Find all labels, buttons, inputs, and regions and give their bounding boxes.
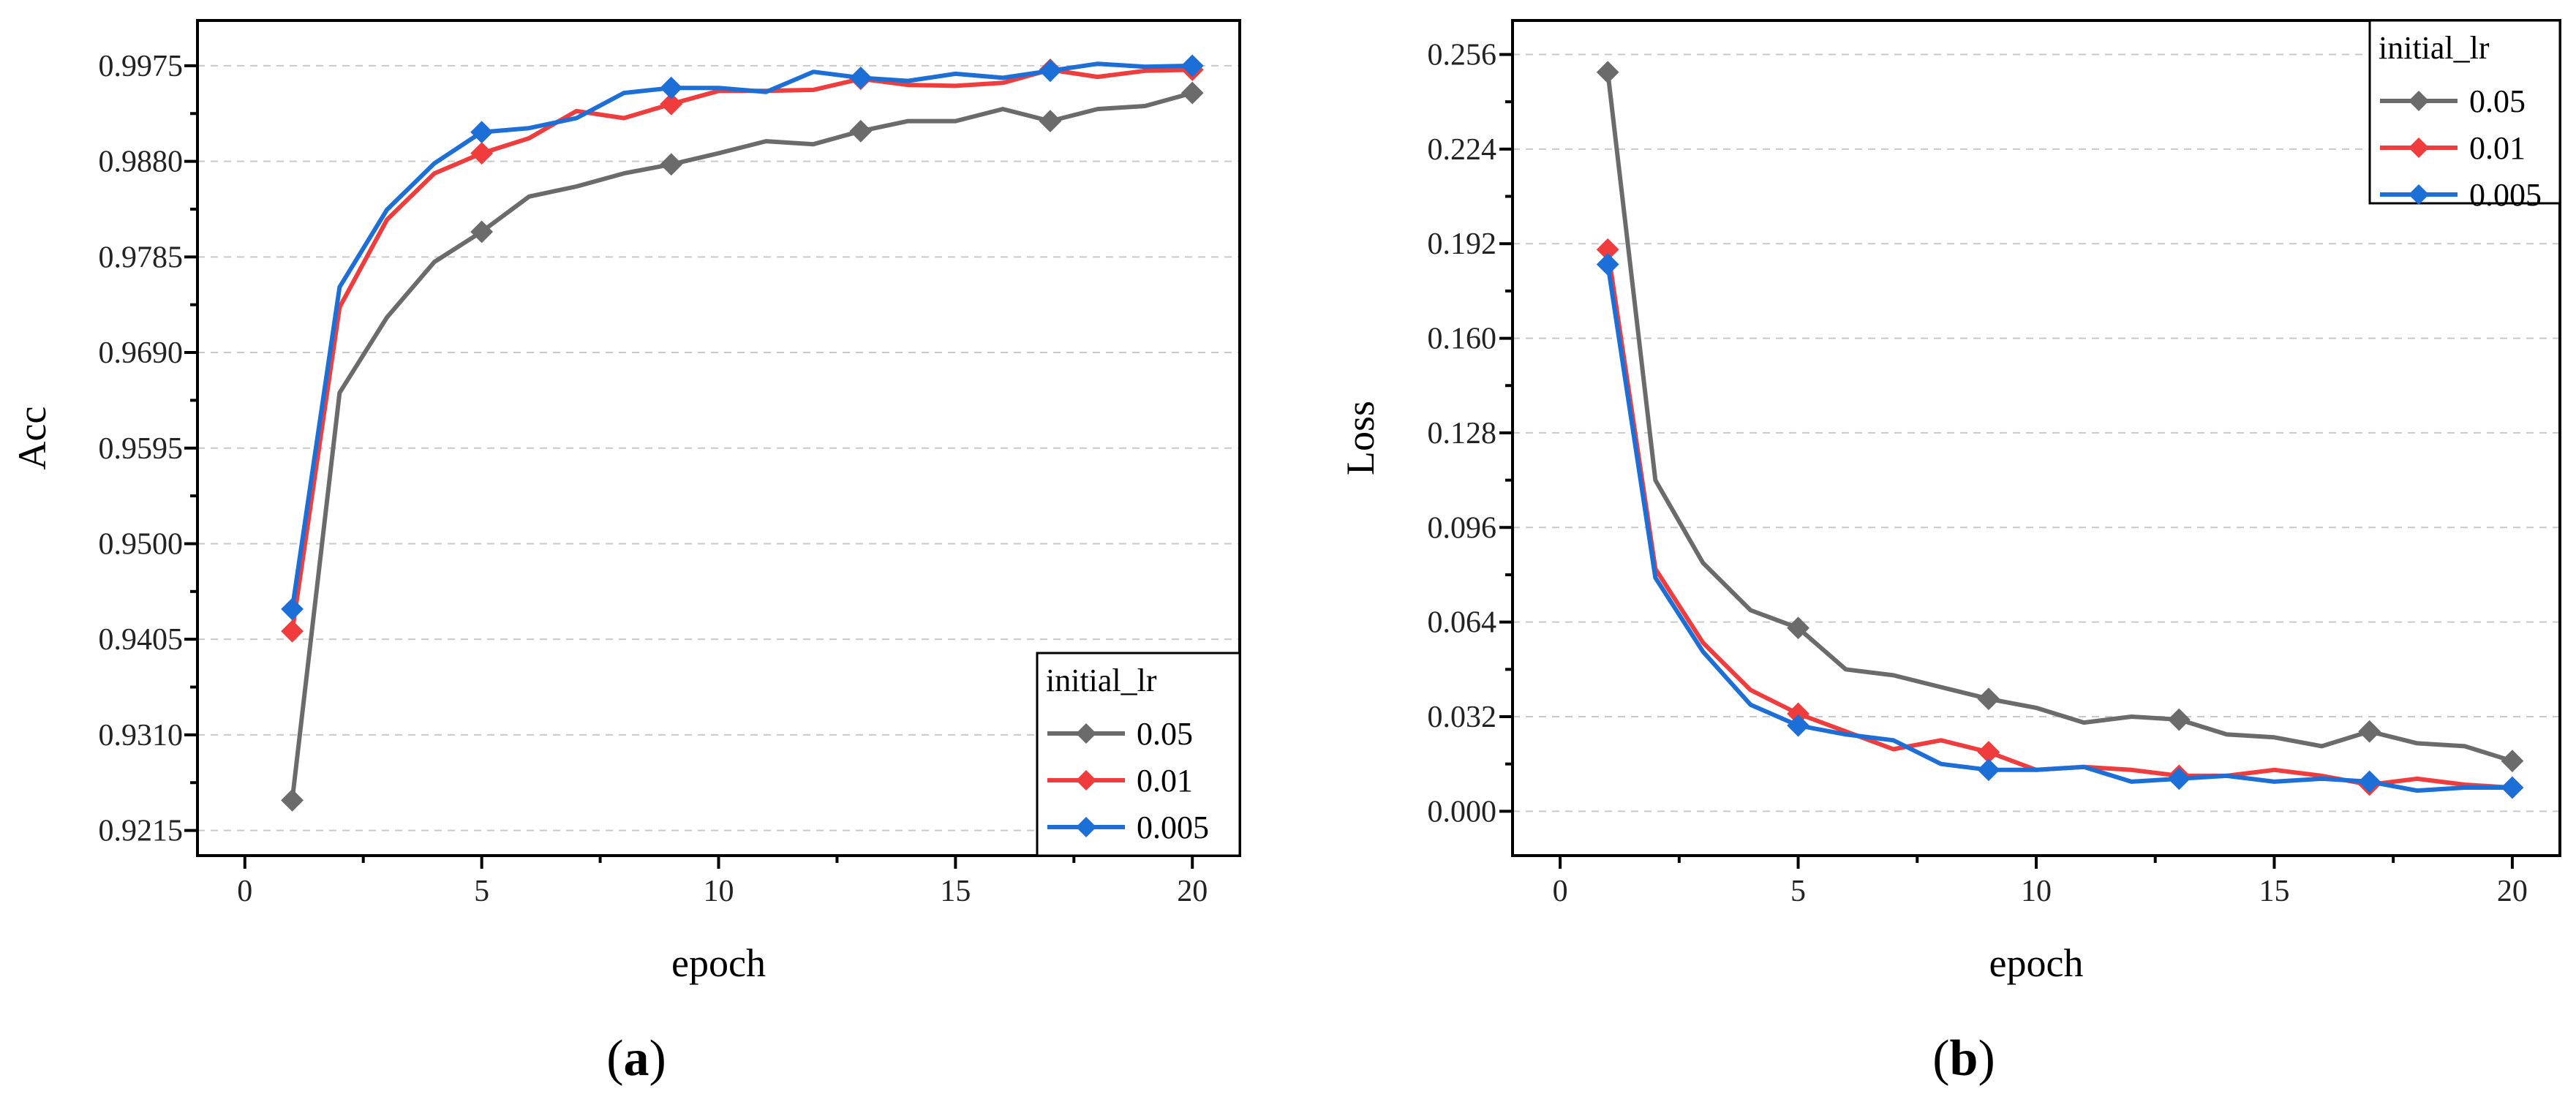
acc-series-0.005-marker: [281, 597, 304, 621]
loss-y-tick-label: 0.064: [1428, 606, 1497, 640]
loss-x-tick-label: 20: [2497, 875, 2528, 908]
loss-series-0.005-marker: [1787, 714, 1809, 737]
loss-series-0.05-marker: [1596, 61, 1619, 84]
loss-legend-box: [2368, 19, 2561, 205]
acc-x-tick-label: 0: [237, 875, 252, 908]
acc-series-0.005-marker: [660, 76, 683, 99]
acc-y-tick-label: 0.9595: [99, 432, 184, 466]
acc-legend-label-0.005: 0.005: [1137, 810, 1209, 845]
acc-legend-label-0.05: 0.05: [1137, 716, 1193, 752]
acc-series-0.01-marker: [470, 142, 494, 165]
acc-legend-marker-0.005: [1076, 817, 1096, 837]
loss-panel-label: (b): [1932, 1030, 1995, 1087]
loss-y-tick-label: 0.000: [1428, 795, 1497, 829]
loss-y-tick-label: 0.032: [1428, 701, 1497, 734]
acc-series-0.005-marker: [849, 67, 873, 89]
acc-series-0.05-marker: [849, 119, 873, 143]
acc-y-tick-label: 0.9690: [99, 336, 184, 370]
acc-y-tick-label: 0.9975: [99, 50, 184, 83]
panel-b-loss-chart: 0.000 0.032 0.064 0.096 0.128 0.160 0.192 0.224…: [1338, 19, 2561, 1087]
loss-legend-marker-0.05: [2409, 91, 2429, 111]
acc-x-axis-label: epoch: [671, 941, 766, 985]
loss-x-tick-label: 10: [2021, 875, 2052, 908]
acc-series-0.01-marker: [281, 619, 304, 643]
loss-series-0.05-marker: [1787, 616, 1809, 640]
acc-y-tick-label: 0.9785: [99, 241, 184, 274]
acc-x-tick-label: 15: [940, 875, 971, 908]
loss-series-0.005-marker: [2358, 770, 2381, 793]
acc-x-tick-label: 20: [1177, 875, 1208, 908]
acc-legend-marker-0.05: [1076, 723, 1096, 744]
loss-series-0.05-marker: [2358, 720, 2381, 743]
loss-series-0.005-marker: [1596, 253, 1619, 276]
acc-x-tick-label: 5: [474, 875, 489, 908]
acc-series-0.005-marker: [470, 121, 494, 144]
acc-x-tick-label: 10: [704, 875, 734, 908]
loss-y-tick-label: 0.224: [1428, 133, 1497, 167]
acc-y-tick-label: 0.9500: [99, 527, 184, 561]
loss-y-axis-label: Loss: [1338, 401, 1382, 475]
acc-y-tick-label: 0.9405: [99, 623, 184, 657]
acc-legend-box: [1036, 652, 1241, 857]
acc-series-0.05-marker: [1180, 81, 1204, 105]
loss-series-0.005-marker: [2501, 776, 2524, 799]
acc-series-0.05-marker: [660, 153, 683, 176]
acc-legend-label-0.01: 0.01: [1137, 763, 1193, 799]
loss-series-0.05-marker: [1977, 687, 2000, 711]
loss-series-0.005-marker: [1977, 758, 2000, 782]
acc-series-0.05-marker: [281, 788, 304, 812]
loss-y-tick-label: 0.256: [1428, 38, 1497, 72]
acc-legend-marker-0.01: [1076, 770, 1096, 791]
loss-x-tick-label: 5: [1790, 875, 1806, 908]
loss-legend-label-0.05: 0.05: [2469, 83, 2526, 119]
loss-y-tick-label: 0.192: [1428, 227, 1497, 261]
panel-a-accuracy-chart: 0.9215 0.9310 0.9405 0.9500 0.9595 0.9690 0.97…: [10, 19, 1241, 1087]
loss-x-tick-label: 0: [1553, 875, 1568, 908]
loss-series-0.005-marker: [2167, 767, 2191, 791]
loss-legend-marker-0.005: [2409, 184, 2429, 205]
acc-panel-label: (a): [606, 1030, 666, 1087]
acc-series-0.05-marker: [1039, 110, 1062, 133]
acc-y-tick-label: 0.9880: [99, 146, 184, 179]
loss-legend-marker-0.01: [2409, 137, 2429, 158]
loss-series-0.05-marker: [2167, 708, 2191, 731]
loss-y-tick-label: 0.096: [1428, 511, 1497, 545]
loss-y-tick-label: 0.160: [1428, 322, 1497, 356]
acc-series-0.05-marker: [470, 220, 494, 244]
loss-series-0.05-marker: [2501, 750, 2524, 773]
loss-legend-label-0.01: 0.01: [2469, 130, 2526, 166]
loss-legend-title: initial_lr: [2379, 30, 2490, 66]
acc-y-axis-label: Acc: [10, 407, 54, 470]
acc-y-tick-label: 0.9310: [99, 719, 184, 752]
acc-legend-title: initial_lr: [1046, 663, 1157, 698]
loss-y-tick-label: 0.128: [1428, 417, 1497, 450]
acc-series-0.01-marker: [660, 92, 683, 116]
loss-legend-label-0.005: 0.005: [2469, 177, 2542, 213]
acc-series-0.005-marker: [1039, 59, 1062, 83]
acc-y-tick-label: 0.9215: [99, 815, 184, 848]
acc-series-0.005-marker: [1180, 54, 1204, 78]
loss-x-axis-label: epoch: [1989, 941, 2084, 985]
loss-x-tick-label: 15: [2259, 875, 2289, 908]
